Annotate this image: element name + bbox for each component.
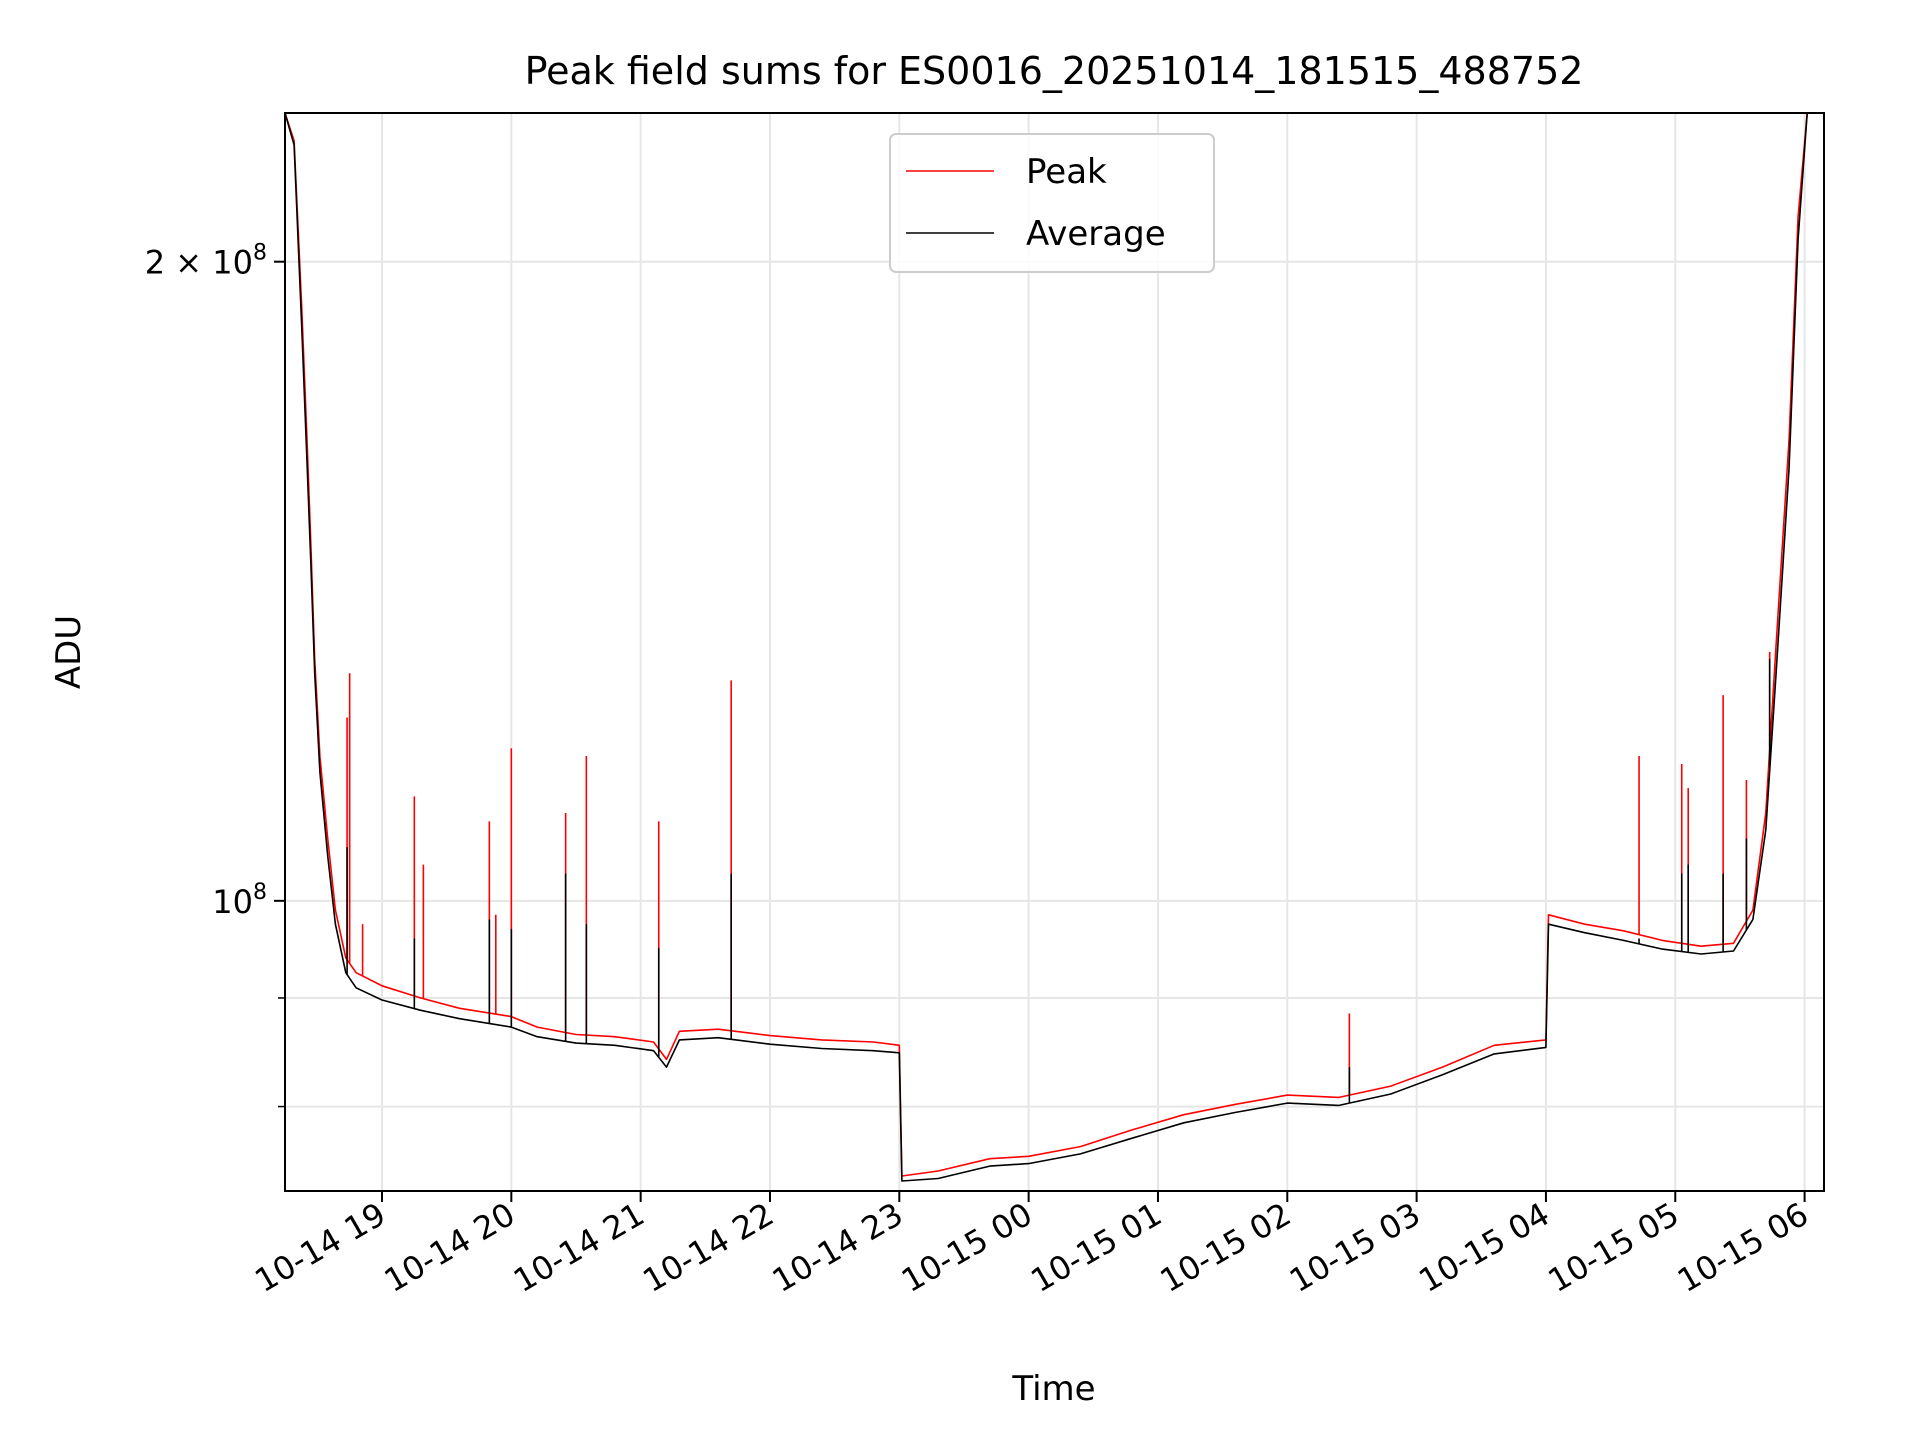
series-layer [285, 113, 1808, 1182]
chart-title: Peak field sums for ES0016_20251014_1815… [525, 49, 1584, 93]
legend-box [889, 133, 1215, 273]
y-axis-label: ADU [49, 615, 89, 689]
legend-average-label: Average [1026, 214, 1166, 254]
y-tick-label: 2 × 108 [145, 241, 267, 282]
legend: Peak Average [889, 133, 1215, 273]
legend-peak-label: Peak [1026, 152, 1107, 192]
grid [285, 113, 1824, 1191]
plot-frame [284, 112, 1825, 1192]
y-tick-label: 108 [212, 880, 267, 921]
series-line-average [285, 113, 1808, 1182]
x-axis-label: Time [1011, 1369, 1095, 1409]
